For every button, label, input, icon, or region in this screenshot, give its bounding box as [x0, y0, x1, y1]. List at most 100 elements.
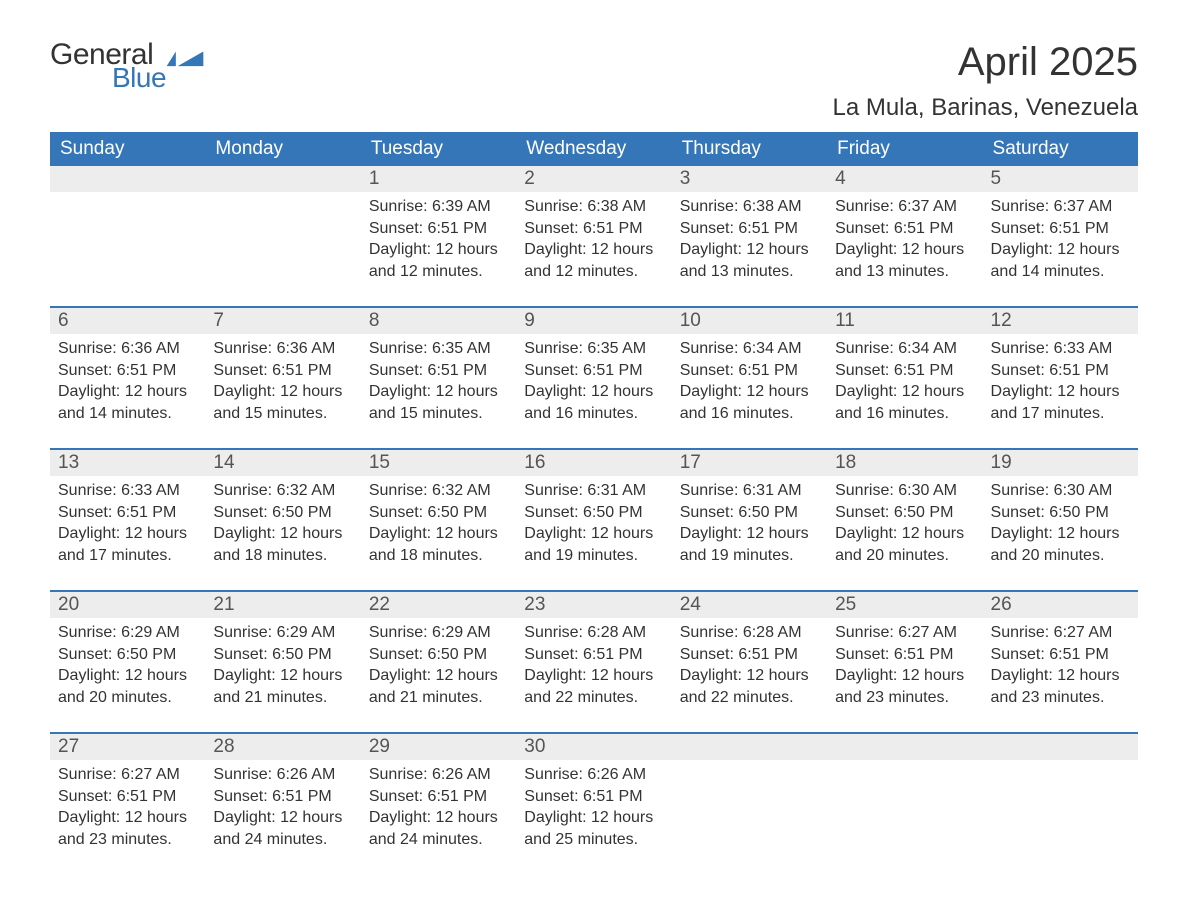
sunset-text: Sunset: 6:51 PM	[991, 218, 1128, 240]
daylight1-text: Daylight: 12 hours	[369, 665, 506, 687]
day-number	[205, 166, 360, 192]
sunrise-text: Sunrise: 6:32 AM	[369, 480, 506, 502]
day-number: 23	[516, 592, 671, 618]
day-cell: Sunrise: 6:33 AMSunset: 6:51 PMDaylight:…	[983, 334, 1138, 430]
day-number: 5	[983, 166, 1138, 192]
day-cell: Sunrise: 6:26 AMSunset: 6:51 PMDaylight:…	[205, 760, 360, 856]
sunset-text: Sunset: 6:51 PM	[213, 786, 350, 808]
day-number	[672, 734, 827, 760]
day-number	[827, 734, 982, 760]
day-number: 26	[983, 592, 1138, 618]
sunset-text: Sunset: 6:51 PM	[369, 218, 506, 240]
daylight1-text: Daylight: 12 hours	[58, 807, 195, 829]
day-cell: Sunrise: 6:33 AMSunset: 6:51 PMDaylight:…	[50, 476, 205, 572]
sunrise-text: Sunrise: 6:38 AM	[680, 196, 817, 218]
daylight2-text: and 19 minutes.	[524, 545, 661, 567]
sunrise-text: Sunrise: 6:27 AM	[58, 764, 195, 786]
daylight2-text: and 23 minutes.	[991, 687, 1128, 709]
day-cell: Sunrise: 6:36 AMSunset: 6:51 PMDaylight:…	[50, 334, 205, 430]
daylight1-text: Daylight: 12 hours	[680, 381, 817, 403]
daylight2-text: and 25 minutes.	[524, 829, 661, 851]
sunset-text: Sunset: 6:51 PM	[835, 644, 972, 666]
day-cell: Sunrise: 6:27 AMSunset: 6:51 PMDaylight:…	[827, 618, 982, 714]
day-cell: Sunrise: 6:35 AMSunset: 6:51 PMDaylight:…	[516, 334, 671, 430]
day-number-row: 12345	[50, 166, 1138, 192]
day-number: 1	[361, 166, 516, 192]
daylight2-text: and 16 minutes.	[835, 403, 972, 425]
daylight2-text: and 18 minutes.	[369, 545, 506, 567]
daylight2-text: and 19 minutes.	[680, 545, 817, 567]
day-number: 16	[516, 450, 671, 476]
sunset-text: Sunset: 6:51 PM	[524, 360, 661, 382]
sunrise-text: Sunrise: 6:28 AM	[524, 622, 661, 644]
day-cell: Sunrise: 6:29 AMSunset: 6:50 PMDaylight:…	[205, 618, 360, 714]
day-number: 19	[983, 450, 1138, 476]
daylight1-text: Daylight: 12 hours	[524, 665, 661, 687]
sunset-text: Sunset: 6:51 PM	[835, 360, 972, 382]
day-cell: Sunrise: 6:28 AMSunset: 6:51 PMDaylight:…	[672, 618, 827, 714]
daylight2-text: and 12 minutes.	[369, 261, 506, 283]
sunrise-text: Sunrise: 6:28 AM	[680, 622, 817, 644]
sunset-text: Sunset: 6:51 PM	[213, 360, 350, 382]
sunrise-text: Sunrise: 6:31 AM	[524, 480, 661, 502]
daylight1-text: Daylight: 12 hours	[369, 523, 506, 545]
sunrise-text: Sunrise: 6:33 AM	[58, 480, 195, 502]
sunset-text: Sunset: 6:50 PM	[680, 502, 817, 524]
day-number: 18	[827, 450, 982, 476]
day-header: Monday	[205, 132, 360, 166]
daylight1-text: Daylight: 12 hours	[991, 239, 1128, 261]
sunrise-text: Sunrise: 6:30 AM	[835, 480, 972, 502]
day-number: 15	[361, 450, 516, 476]
day-header: Tuesday	[361, 132, 516, 166]
daylight1-text: Daylight: 12 hours	[58, 381, 195, 403]
daylight1-text: Daylight: 12 hours	[58, 665, 195, 687]
daylight2-text: and 21 minutes.	[213, 687, 350, 709]
day-cell: Sunrise: 6:31 AMSunset: 6:50 PMDaylight:…	[516, 476, 671, 572]
sunrise-text: Sunrise: 6:36 AM	[213, 338, 350, 360]
daylight2-text: and 14 minutes.	[991, 261, 1128, 283]
day-cell	[983, 760, 1138, 856]
sunset-text: Sunset: 6:51 PM	[58, 360, 195, 382]
day-cell: Sunrise: 6:32 AMSunset: 6:50 PMDaylight:…	[205, 476, 360, 572]
day-header: Sunday	[50, 132, 205, 166]
day-cell: Sunrise: 6:38 AMSunset: 6:51 PMDaylight:…	[672, 192, 827, 288]
day-number: 28	[205, 734, 360, 760]
sunset-text: Sunset: 6:50 PM	[835, 502, 972, 524]
day-cell: Sunrise: 6:27 AMSunset: 6:51 PMDaylight:…	[50, 760, 205, 856]
day-number: 12	[983, 308, 1138, 334]
sunrise-text: Sunrise: 6:33 AM	[991, 338, 1128, 360]
day-number	[50, 166, 205, 192]
sunset-text: Sunset: 6:51 PM	[680, 644, 817, 666]
header: General Blue April 2025 La Mula, Barinas…	[50, 40, 1138, 122]
day-cell: Sunrise: 6:26 AMSunset: 6:51 PMDaylight:…	[516, 760, 671, 856]
daylight2-text: and 16 minutes.	[524, 403, 661, 425]
day-content-row: Sunrise: 6:36 AMSunset: 6:51 PMDaylight:…	[50, 334, 1138, 430]
day-number: 30	[516, 734, 671, 760]
daylight2-text: and 13 minutes.	[835, 261, 972, 283]
sunrise-text: Sunrise: 6:27 AM	[835, 622, 972, 644]
daylight2-text: and 24 minutes.	[213, 829, 350, 851]
sunset-text: Sunset: 6:51 PM	[680, 360, 817, 382]
day-number: 3	[672, 166, 827, 192]
day-cell: Sunrise: 6:34 AMSunset: 6:51 PMDaylight:…	[827, 334, 982, 430]
sunrise-text: Sunrise: 6:29 AM	[213, 622, 350, 644]
day-cell: Sunrise: 6:38 AMSunset: 6:51 PMDaylight:…	[516, 192, 671, 288]
day-number: 11	[827, 308, 982, 334]
day-number	[983, 734, 1138, 760]
day-number-row: 6789101112	[50, 308, 1138, 334]
sunrise-text: Sunrise: 6:38 AM	[524, 196, 661, 218]
calendar: Sunday Monday Tuesday Wednesday Thursday…	[50, 132, 1138, 856]
day-header: Thursday	[672, 132, 827, 166]
sunrise-text: Sunrise: 6:35 AM	[524, 338, 661, 360]
day-number: 21	[205, 592, 360, 618]
daylight2-text: and 14 minutes.	[58, 403, 195, 425]
daylight1-text: Daylight: 12 hours	[369, 239, 506, 261]
logo-text-blue: Blue	[112, 64, 166, 92]
daylight1-text: Daylight: 12 hours	[835, 239, 972, 261]
daylight2-text: and 23 minutes.	[835, 687, 972, 709]
daylight1-text: Daylight: 12 hours	[524, 239, 661, 261]
sunrise-text: Sunrise: 6:37 AM	[835, 196, 972, 218]
sunrise-text: Sunrise: 6:36 AM	[58, 338, 195, 360]
day-number: 29	[361, 734, 516, 760]
day-number: 7	[205, 308, 360, 334]
